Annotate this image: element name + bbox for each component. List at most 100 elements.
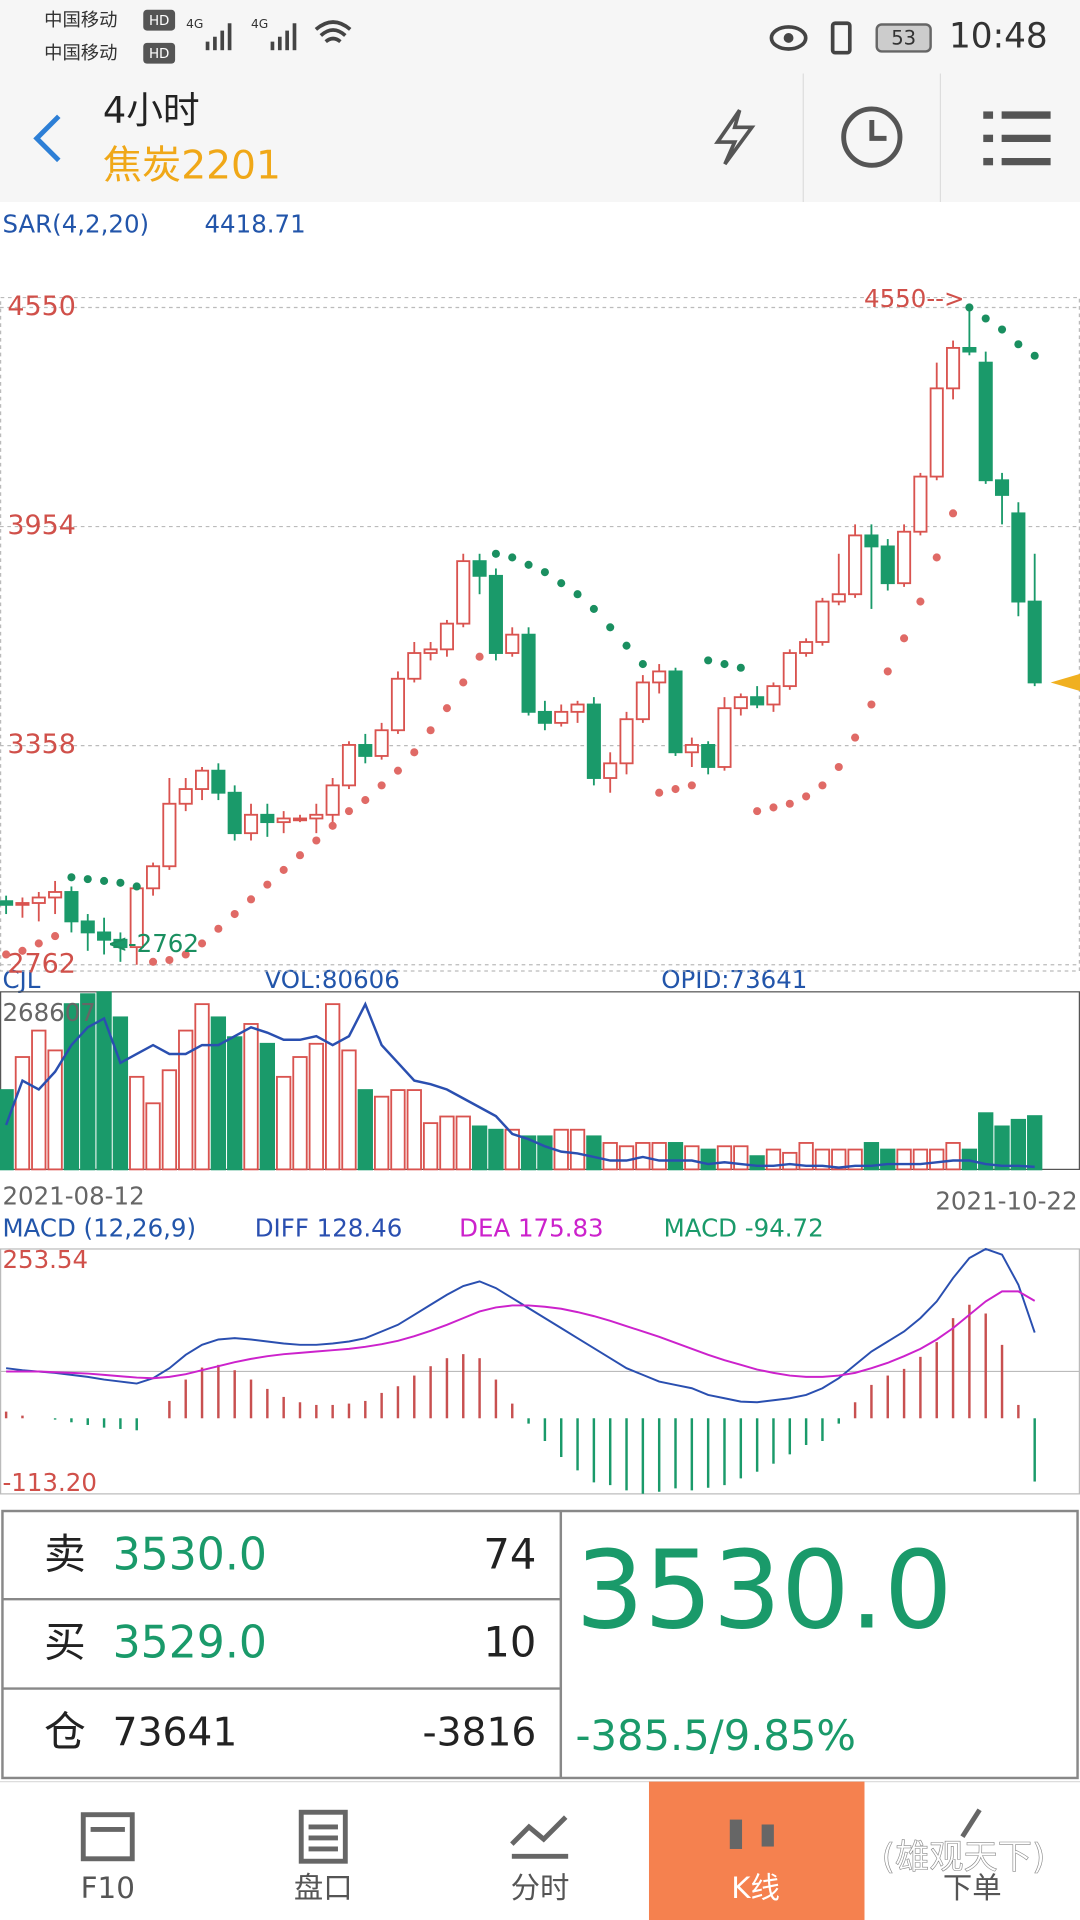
volume-bar [161, 1069, 178, 1171]
candle-body [292, 817, 308, 822]
diff-line [6, 1247, 1036, 1404]
candle-body [978, 361, 993, 482]
candle-body [880, 545, 895, 585]
candle-body [80, 920, 95, 934]
last-price-marker [1050, 673, 1080, 692]
buy-label: 买 [44, 1618, 86, 1667]
sar-dot [720, 660, 729, 669]
volume-bar [586, 1135, 602, 1171]
volume-bar [390, 1089, 406, 1171]
candle-body [848, 534, 863, 596]
sar-dot [51, 932, 60, 941]
volume-title: CJL [2, 965, 40, 994]
volume-bar [847, 1148, 863, 1171]
volume-bar [31, 1029, 47, 1171]
sar-dot [965, 303, 974, 312]
sar-dot [1014, 340, 1023, 349]
bottom-nav [0, 1781, 1080, 1920]
sell-price: 3530.0 [113, 1530, 267, 1581]
sar-dot [34, 939, 43, 948]
candle-body [243, 813, 259, 835]
sar-dot [475, 652, 484, 661]
network: 4G [251, 17, 268, 31]
volume-bar [422, 1122, 439, 1171]
volume-bar [978, 1112, 994, 1171]
candle-body [994, 479, 1010, 496]
sar-dot [214, 924, 223, 933]
annotation: 4550--> [864, 284, 964, 313]
sar-dot [540, 568, 549, 577]
nav-item[interactable]: 分时 [511, 1871, 570, 1905]
eye-icon [783, 33, 794, 43]
sar-dot [932, 553, 941, 562]
sar-dot [132, 882, 141, 891]
volume-bar [276, 1075, 292, 1171]
sar-dot [116, 878, 125, 887]
candle-body [48, 891, 63, 899]
hd-label: HD [149, 47, 169, 62]
sar-dot [442, 704, 451, 713]
volume-bar [243, 1023, 259, 1171]
sar-dot [998, 325, 1007, 334]
sar-dot [312, 836, 321, 845]
buy-price: 3529.0 [113, 1618, 267, 1669]
candle-body [635, 681, 650, 721]
macd-title: MACD (12,26,9) [2, 1213, 196, 1242]
nav-item[interactable]: 下单 [943, 1871, 1002, 1905]
volume-value: VOL:80606 [264, 965, 399, 994]
candle-body [913, 475, 928, 533]
wifi-icon [314, 20, 352, 44]
menu-button[interactable] [983, 111, 1051, 166]
candle-body [554, 710, 569, 724]
volume-bar [357, 1089, 373, 1171]
candle-body [64, 891, 79, 923]
sar-dot [802, 792, 811, 801]
volume-bar [471, 1125, 488, 1171]
sar-dot [818, 781, 827, 790]
eye-icon [769, 25, 808, 51]
volume-bar [602, 1142, 618, 1171]
sar-dot [900, 634, 909, 643]
sar-dot [83, 875, 92, 884]
history-button [869, 120, 887, 141]
candle-body [260, 813, 275, 824]
dea-label: DEA 175.83 [459, 1213, 603, 1242]
volume-bar [0, 1089, 14, 1171]
position-change: -3816 [422, 1711, 536, 1756]
back-button[interactable] [33, 114, 61, 163]
position-value: 73641 [113, 1711, 238, 1756]
candle-body [929, 387, 944, 478]
candle-body [341, 744, 357, 787]
sar-dot [851, 733, 860, 742]
hd-badge [143, 42, 176, 64]
volume-bar [227, 1036, 243, 1171]
candle-body [505, 633, 520, 654]
active-tab [648, 1781, 865, 1920]
candle-body [750, 696, 765, 706]
volume-bar [129, 1075, 145, 1171]
symbol: 焦炭2201 [103, 143, 281, 188]
candle-body [586, 703, 601, 779]
sar-dot [67, 873, 76, 882]
volume-bar [716, 1145, 733, 1171]
diff-label: DIFF 128.46 [255, 1213, 403, 1242]
sar-dot [867, 700, 876, 709]
candle-body [537, 710, 552, 724]
volume-bar [145, 1102, 161, 1171]
sar-dot [459, 678, 468, 687]
candle-body [521, 633, 536, 713]
candle-body [701, 744, 716, 768]
nav-item[interactable]: F10 [81, 1871, 135, 1905]
flash-button[interactable] [714, 109, 756, 166]
start-date: 2021-08-12 [2, 1182, 144, 1211]
history-button[interactable] [841, 106, 903, 168]
volume-bar [684, 1145, 700, 1171]
nav-item[interactable]: K线 [731, 1871, 780, 1905]
sar-dot [491, 549, 500, 558]
candle-body [227, 791, 242, 835]
annotation: <-2762 [107, 929, 199, 958]
volume-bar [1027, 1115, 1043, 1171]
candle-body [31, 896, 46, 904]
nav-item[interactable]: 盘口 [294, 1871, 353, 1905]
